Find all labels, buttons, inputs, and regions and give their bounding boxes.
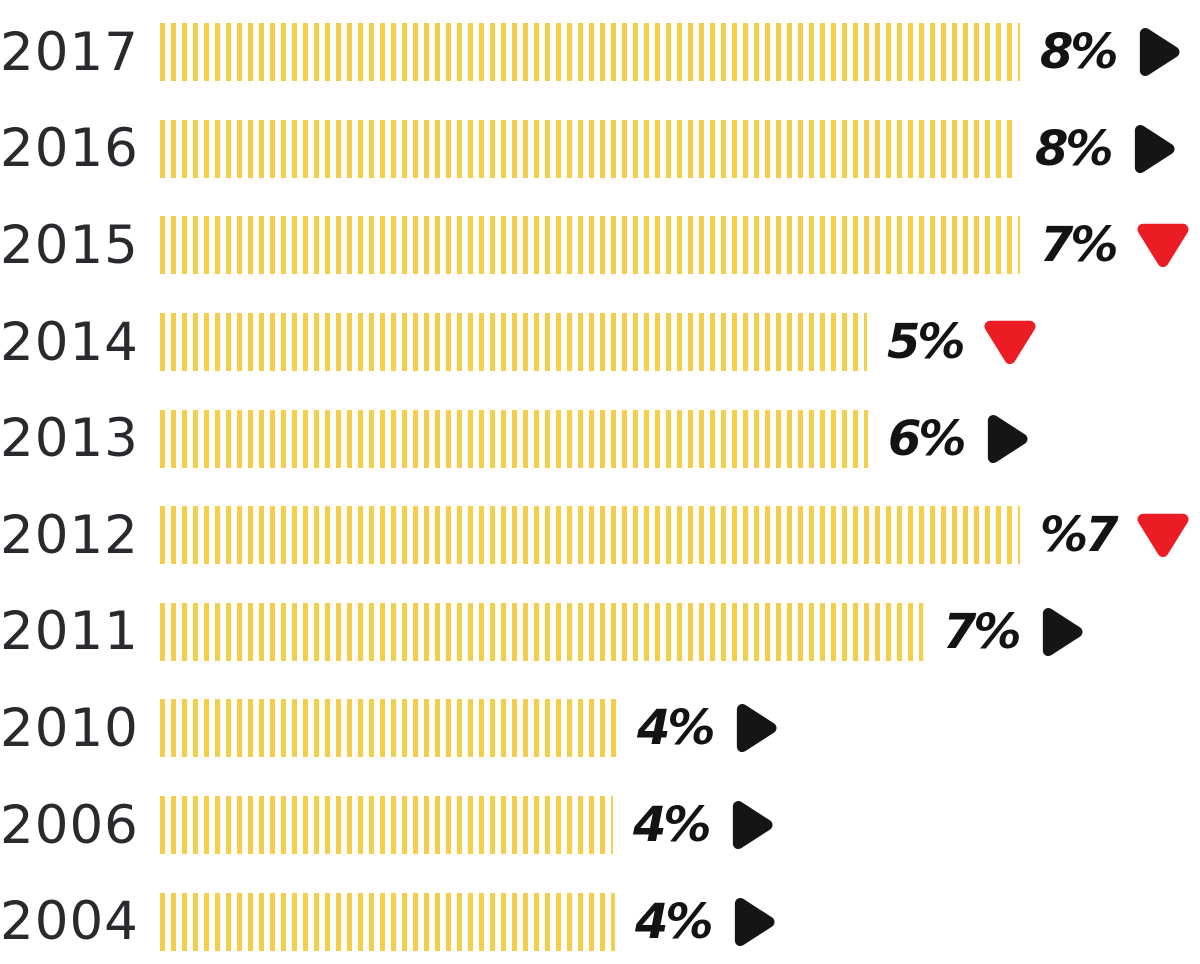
striped-bar (160, 796, 613, 855)
value-label: 4% (633, 797, 711, 854)
right-triangle-icon (724, 795, 778, 855)
value-label: 6% (888, 410, 966, 467)
chart-row: 2014 5% (0, 294, 1200, 391)
chart-row: 2015 7% (0, 197, 1200, 294)
right-triangle-icon (1034, 602, 1088, 662)
year-label: 2011 (0, 601, 139, 663)
chart-row: 2013 6% (0, 390, 1200, 487)
chart-row: 2017 8% (0, 4, 1200, 101)
year-label: 2014 (0, 311, 139, 373)
chart-row: 2010 4% (0, 680, 1200, 777)
striped-bar (160, 216, 1020, 275)
value-label: 4% (635, 893, 713, 950)
chart-row: 2011 7% (0, 584, 1200, 681)
year-label: 2017 (0, 21, 139, 83)
chart-row: 2004 4% (0, 873, 1200, 964)
down-triangle-icon (1131, 508, 1195, 562)
striped-bar (160, 23, 1020, 82)
down-triangle-icon (978, 315, 1042, 369)
chart-row: 2006 4% (0, 777, 1200, 874)
year-label: 2013 (0, 408, 139, 470)
year-label: 2010 (0, 697, 139, 759)
right-triangle-icon (979, 409, 1033, 469)
value-label: 5% (887, 314, 965, 371)
chart-row: 2016 8% (0, 101, 1200, 198)
value-label: 7% (943, 603, 1021, 660)
right-triangle-icon (1126, 119, 1180, 179)
chart-row: 2012 %7 (0, 487, 1200, 584)
striped-bar (160, 506, 1020, 565)
right-triangle-icon (728, 698, 782, 758)
right-triangle-icon (1131, 22, 1185, 82)
value-label: 4% (637, 700, 715, 757)
value-label: 8% (1035, 120, 1113, 177)
year-label: 2004 (0, 891, 139, 953)
striped-bar (160, 119, 1015, 178)
value-label: 7% (1040, 217, 1118, 274)
year-label: 2016 (0, 118, 139, 180)
value-label: %7 (1040, 507, 1118, 564)
striped-bar (160, 602, 923, 661)
year-label: 2012 (0, 504, 139, 566)
value-label: 8% (1040, 24, 1118, 81)
right-triangle-icon (726, 892, 780, 952)
striped-bar (160, 699, 617, 758)
striped-bar (160, 892, 615, 951)
down-triangle-icon (1131, 218, 1195, 272)
year-label: 2015 (0, 214, 139, 276)
year-label: 2006 (0, 794, 139, 856)
striped-bar (160, 313, 867, 372)
striped-bar (160, 409, 868, 468)
